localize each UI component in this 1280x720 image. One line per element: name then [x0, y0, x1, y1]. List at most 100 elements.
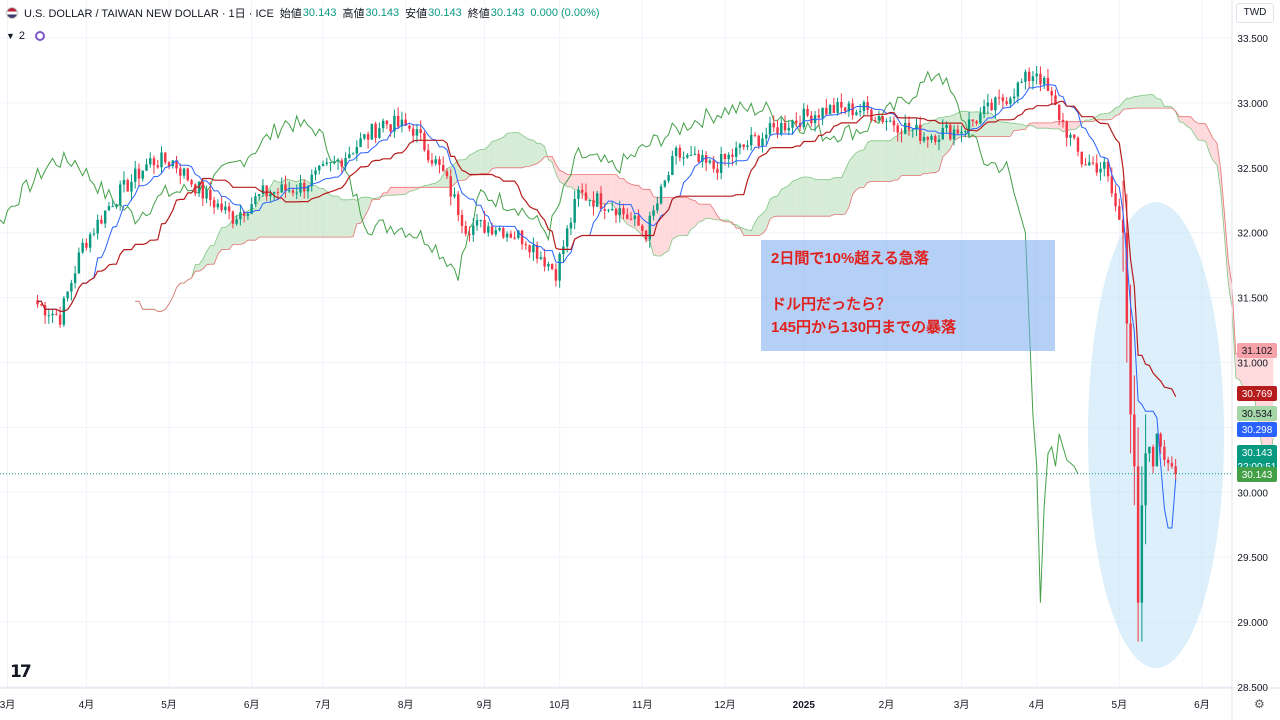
y-tick-label: 32.500: [1237, 164, 1268, 175]
candle-body: [1099, 168, 1102, 173]
cloud-segment: [924, 123, 928, 174]
cloud-segment: [995, 118, 1000, 137]
candle-body: [577, 189, 580, 199]
cloud-segment: [259, 195, 263, 238]
candle-body: [1155, 433, 1159, 467]
cloud-segment: [514, 132, 519, 168]
candle-body: [930, 136, 933, 140]
candle-body: [873, 120, 877, 122]
candle-body: [870, 109, 873, 121]
x-tick-label: 6月: [244, 699, 260, 711]
candle-body: [149, 158, 152, 165]
cloud-segment: [484, 146, 489, 174]
us-flag-icon: [6, 7, 18, 19]
candle-body: [633, 215, 637, 219]
cloud-segment: [214, 235, 218, 265]
cloud-segment: [702, 204, 707, 221]
candle-body: [355, 147, 359, 154]
cloud-segment: [240, 213, 245, 245]
symbol-title[interactable]: U.S. DOLLAR / TAIWAN NEW DOLLAR · 1日 · I…: [24, 8, 274, 20]
candle-body: [806, 108, 809, 116]
price-label: 30.298: [1242, 425, 1273, 436]
cloud-segment: [852, 152, 857, 195]
candle-body: [1148, 446, 1151, 454]
cloud-segment: [589, 174, 594, 202]
cloud-segment: [225, 224, 230, 250]
chevron-down-icon[interactable]: ▼: [6, 31, 15, 41]
candle-body: [580, 189, 584, 193]
candle-body: [686, 155, 689, 158]
candle-body: [190, 180, 193, 185]
candle-body: [472, 225, 475, 235]
cloud-segment: [777, 189, 782, 217]
candle-body: [1065, 121, 1068, 138]
candle-body: [911, 129, 914, 131]
price-label-box: [1237, 422, 1277, 437]
x-tick-label: 8月: [398, 699, 414, 711]
cloud-segment: [210, 245, 215, 265]
candle-body: [378, 128, 381, 138]
candle-body: [70, 282, 73, 292]
cloud-segment: [431, 183, 436, 188]
cloud-segment: [1130, 96, 1135, 109]
cloud-segment: [1186, 116, 1191, 129]
candle-body: [982, 106, 986, 114]
cloud-segment: [672, 197, 677, 240]
candle-body: [66, 291, 69, 299]
candle-body: [40, 304, 43, 306]
cloud-segment: [811, 177, 816, 217]
annotation-line-2: [771, 270, 1045, 293]
annotation-box[interactable]: 2日間で10%超える急落 ドル円だったら？ 145円から130円までの暴落: [761, 240, 1055, 351]
cloud-segment: [518, 132, 523, 168]
candle-body: [269, 193, 272, 197]
y-tick-label: 29.500: [1237, 553, 1268, 564]
indicator-toggle[interactable]: ▼ 2: [6, 30, 46, 42]
currency-button[interactable]: TWD: [1236, 3, 1274, 23]
cloud-segment: [882, 140, 887, 182]
price-label: 30.769: [1242, 389, 1273, 400]
cloud-segment: [555, 164, 560, 182]
candle-body: [550, 263, 554, 270]
candle-body: [892, 120, 896, 126]
gear-icon[interactable]: ⚙: [1254, 697, 1265, 711]
candle-body: [926, 137, 929, 140]
candle-body: [652, 210, 655, 216]
candle-body: [224, 206, 227, 211]
cloud-segment: [908, 130, 913, 176]
candle-body: [186, 168, 190, 181]
candle-body: [1166, 459, 1170, 464]
candle-body: [749, 134, 753, 146]
cloud-segment: [766, 199, 770, 230]
y-tick-label: 30.000: [1237, 488, 1268, 499]
tradingview-logo-icon[interactable]: 17: [10, 662, 32, 682]
cloud-segment: [383, 192, 387, 197]
candle-body: [719, 154, 723, 173]
candle-body: [836, 101, 839, 113]
cloud-segment: [845, 161, 849, 214]
candle-body: [1091, 162, 1095, 164]
cloud-segment: [507, 132, 511, 168]
cloud-segment: [875, 140, 879, 182]
cloud-segment: [1036, 122, 1041, 129]
candle-body: [979, 113, 982, 124]
cloud-segment: [1119, 101, 1124, 115]
x-tick-label: 3月: [0, 699, 15, 711]
candle-body: [772, 123, 775, 128]
candle-body: [592, 200, 595, 207]
candle-body: [678, 147, 682, 158]
indicator-ring-icon[interactable]: [35, 31, 46, 41]
cloud-segment: [540, 143, 545, 161]
candle-body: [663, 180, 667, 187]
candle-body: [43, 305, 47, 316]
y-tick-label: 33.500: [1237, 34, 1268, 45]
cloud-segment: [195, 264, 200, 272]
cloud-segment: [345, 199, 350, 238]
candle-body: [92, 233, 96, 235]
cloud-segment: [1190, 116, 1195, 135]
candle-body: [381, 120, 385, 129]
candle-body: [562, 246, 565, 255]
cloud-segment: [803, 177, 808, 217]
cloud-segment: [281, 179, 286, 238]
cloud-segment: [1149, 94, 1154, 109]
